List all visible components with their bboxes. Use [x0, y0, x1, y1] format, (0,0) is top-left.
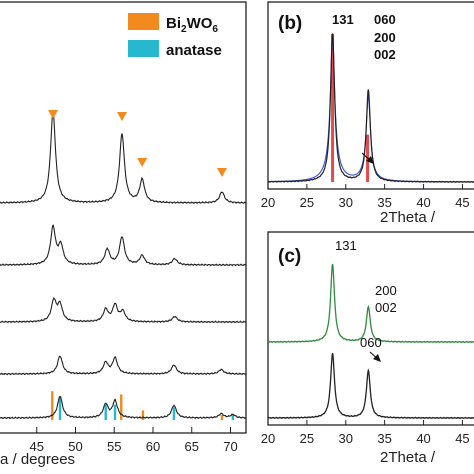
panel-a-pattern-1 [0, 110, 247, 205]
panel-a-ref-bar-bi2wo6 [120, 394, 123, 420]
legend-swatch-bi2wo6 [128, 13, 159, 30]
panel-c-peak-200: 200 [375, 283, 397, 298]
panel-a-bi2wo6-marker [48, 110, 59, 119]
panel-a-x-axis-label: a / degrees [0, 451, 75, 468]
panel-c-tick-label: 25 [300, 431, 314, 446]
panel-c-peak-002: 002 [375, 300, 397, 315]
panel-a-bi2wo6-marker [216, 168, 227, 177]
panel-a-pattern-3 [0, 297, 247, 324]
panel-b-tick-label: 35 [377, 195, 391, 210]
panel-a-ref-bar-anatase [172, 407, 176, 420]
panel-b-peak-200: 200 [374, 30, 396, 45]
panel-a-pattern-4 [0, 355, 247, 376]
panel-a-tick-label: 70 [223, 439, 237, 454]
panel-c-arrow-head [373, 354, 381, 362]
panel-a-tick-label: 55 [107, 439, 121, 454]
panel-b-arrow-head [366, 156, 374, 164]
panel-a-bi2wo6-marker [137, 158, 148, 167]
panel-b-peak-002: 002 [374, 47, 396, 62]
panel-c-tick-label: 35 [377, 431, 391, 446]
panel-a-ref-bar-anatase [104, 404, 107, 420]
legend-label-anatase: anatase [166, 42, 222, 59]
panel-a-x-ticks: 45 50 55 60 65 70 [30, 427, 238, 454]
panel-b-tick-label: 45 [455, 195, 469, 210]
panel-c-tick-label: 20 [261, 431, 275, 446]
panel-c-tick-label: 30 [339, 431, 353, 446]
panel-b-ref-bar [331, 34, 335, 182]
panel-a-bi2wo6-marker [117, 112, 127, 121]
panel-b-pattern [267, 33, 474, 183]
panel-b-frame [267, 1, 474, 190]
panel-a-ref-bar-anatase [58, 396, 62, 420]
panel-a-patterns [0, 110, 247, 420]
panel-a-tick-label: 45 [30, 439, 44, 454]
panel-a-frame [0, 1, 247, 434]
panel-b-label: (b) [278, 13, 302, 34]
panel-b-peak-060: 060 [374, 12, 396, 27]
panel-a-tick-label: 60 [146, 439, 160, 454]
panel-a-ref-bar-bi2wo6 [51, 391, 54, 420]
panel-a-pattern-2 [0, 224, 247, 267]
panel-a-tick-label: 65 [185, 439, 199, 454]
panel-b-peak-131: 131 [332, 12, 354, 27]
panel-c-x-axis-label: 2Theta / [380, 449, 436, 466]
panel-a-ref-bar-anatase [231, 414, 235, 420]
panel-c-pattern-lower [267, 353, 474, 420]
panel-c-pattern-upper [267, 263, 474, 344]
panel-a-pattern-5 [0, 396, 247, 420]
panel-c-patterns [267, 263, 474, 420]
panel-b-tick-label: 20 [261, 195, 275, 210]
panel-a-tick-label: 50 [68, 439, 82, 454]
legend-label-bi2wo6: Bi2WO6 [166, 15, 218, 35]
panel-a-bi2wo6-markers [48, 110, 227, 177]
panel-b-tick-label: 40 [416, 195, 430, 210]
panel-c-label: (c) [278, 246, 301, 267]
panel-a-ref-bar-anatase [113, 404, 117, 420]
panel-c-peak-060: 060 [360, 335, 382, 350]
legend: Bi2WO6 anatase [128, 13, 222, 59]
panel-c-tick-label: 40 [416, 431, 430, 446]
panel-a-ref-bar-bi2wo6 [141, 410, 145, 420]
panel-c-frame [267, 231, 474, 426]
panel-b-tick-label: 25 [300, 195, 314, 210]
panel-c-tick-label: 45 [455, 431, 469, 446]
panel-a-ref-bar-bi2wo6 [220, 415, 224, 420]
panel-b-tick-label: 30 [339, 195, 353, 210]
panel-a-reference-bars [51, 391, 235, 420]
panel-c-x-ticks: 20 25 30 35 40 45 [261, 420, 470, 446]
legend-swatch-anatase [128, 40, 159, 57]
panel-b-x-axis-label: 2Theta / [380, 209, 436, 226]
panel-c-peak-131: 131 [335, 238, 357, 253]
panel-b-x-ticks: 20 25 30 35 40 45 [261, 184, 470, 210]
